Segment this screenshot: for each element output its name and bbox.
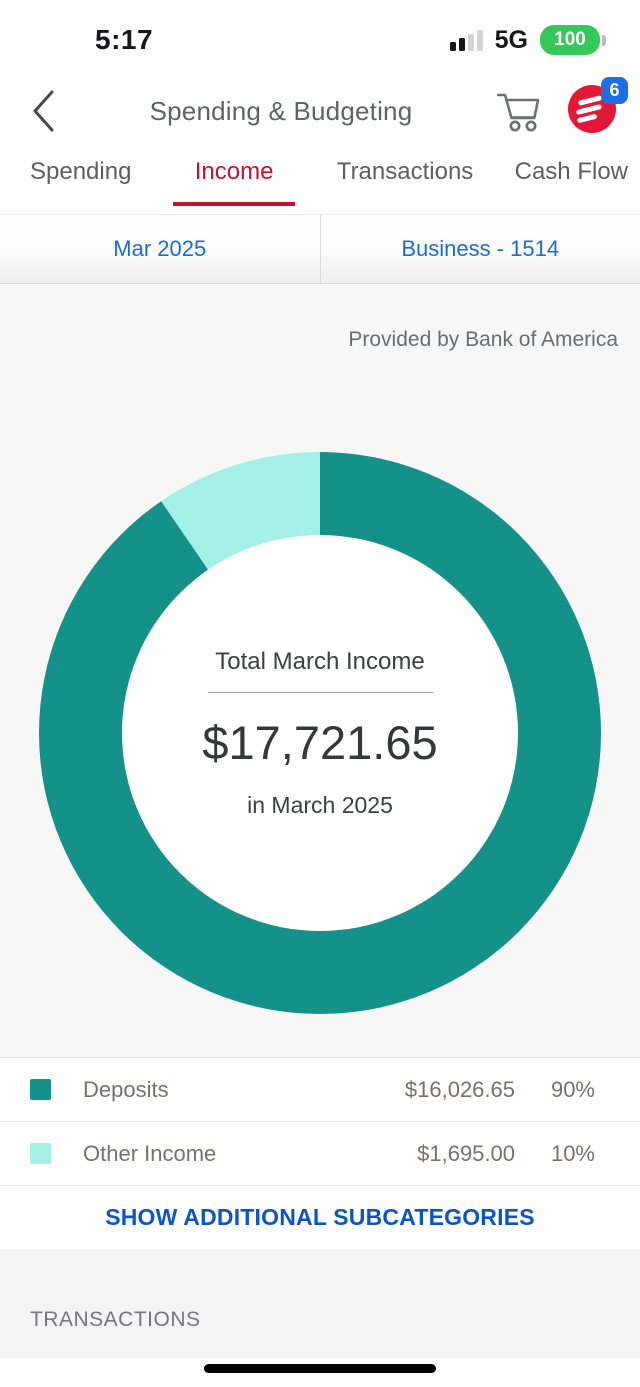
transactions-section: TRANSACTIONS bbox=[0, 1249, 640, 1358]
clock: 5:17 bbox=[95, 24, 154, 55]
header-icons: 6 bbox=[492, 77, 628, 137]
donut-center-subtitle: in March 2025 bbox=[247, 791, 393, 818]
chevron-left-icon bbox=[33, 90, 54, 132]
subcategories-row: SHOW ADDITIONAL SUBCATEGORIES bbox=[0, 1186, 640, 1249]
status-bar: 5:17 5G 100 bbox=[0, 0, 640, 70]
legend-row-deposits[interactable]: Deposits $16,026.65 90% bbox=[0, 1058, 640, 1122]
erica-assistant-button[interactable]: 6 bbox=[568, 77, 628, 137]
battery-nub bbox=[602, 35, 606, 46]
filter-bar: Mar 2025 Business - 1514 bbox=[0, 214, 640, 284]
deposits-swatch-icon bbox=[30, 1079, 51, 1100]
show-subcategories-button[interactable]: SHOW ADDITIONAL SUBCATEGORIES bbox=[105, 1204, 535, 1230]
tab-bar: Spending Income Transactions Cash Flow bbox=[0, 152, 640, 214]
legend-amount: $16,026.65 bbox=[404, 1076, 515, 1102]
battery-percent: 100 bbox=[554, 29, 586, 50]
legend-percent: 90% bbox=[550, 1076, 595, 1102]
cart-button[interactable] bbox=[492, 86, 542, 136]
category-legend: Deposits $16,026.65 90% Other Income $1,… bbox=[0, 1057, 640, 1186]
donut-center-title: Total March Income bbox=[215, 647, 425, 675]
account-selector[interactable]: Business - 1514 bbox=[401, 236, 560, 261]
donut-center-divider bbox=[207, 691, 433, 693]
donut-center: Total March Income $17,721.65 in March 2… bbox=[122, 535, 518, 931]
legend-row-other-income[interactable]: Other Income $1,695.00 10% bbox=[0, 1122, 640, 1186]
tab-transactions[interactable]: Transactions bbox=[336, 158, 474, 185]
other-income-swatch-icon bbox=[30, 1143, 51, 1164]
network-type: 5G bbox=[494, 25, 528, 54]
signal-strength-icon bbox=[449, 29, 483, 51]
notification-badge: 6 bbox=[601, 77, 628, 104]
income-donut-chart[interactable]: Total March Income $17,721.65 in March 2… bbox=[39, 452, 601, 1014]
legend-amount: $1,695.00 bbox=[417, 1140, 515, 1166]
period-selector[interactable]: Mar 2025 bbox=[0, 215, 321, 283]
page-title: Spending & Budgeting bbox=[149, 95, 413, 126]
tab-cash-flow[interactable]: Cash Flow bbox=[514, 158, 628, 185]
status-indicators: 5G 100 bbox=[449, 25, 606, 55]
back-button[interactable] bbox=[30, 86, 70, 136]
shopping-cart-icon bbox=[497, 93, 540, 132]
battery-icon: 100 bbox=[540, 25, 606, 55]
home-indicator[interactable] bbox=[204, 1364, 436, 1373]
legend-label: Other Income bbox=[83, 1140, 217, 1166]
provided-by-text: Provided by Bank of America bbox=[348, 328, 618, 351]
header: Spending & Budgeting 6 bbox=[0, 70, 640, 152]
legend-label: Deposits bbox=[83, 1076, 169, 1102]
income-chart-section: Provided by Bank of America Total March … bbox=[0, 284, 640, 1057]
total-income-amount: $17,721.65 bbox=[202, 715, 438, 769]
legend-percent: 10% bbox=[550, 1140, 595, 1166]
transactions-header: TRANSACTIONS bbox=[30, 1308, 201, 1331]
tab-income[interactable]: Income bbox=[172, 158, 296, 206]
bottom-strip bbox=[0, 1358, 640, 1383]
tab-spending[interactable]: Spending bbox=[30, 158, 132, 185]
